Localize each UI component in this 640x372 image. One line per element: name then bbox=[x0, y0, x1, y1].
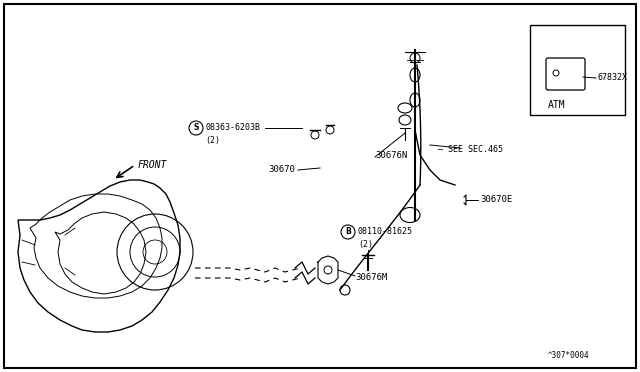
Text: ATM: ATM bbox=[548, 100, 566, 110]
Text: B: B bbox=[345, 228, 351, 237]
Text: 30670E: 30670E bbox=[480, 196, 512, 205]
Text: (2): (2) bbox=[358, 240, 373, 248]
Text: FRONT: FRONT bbox=[138, 160, 168, 170]
Text: 08110-81625: 08110-81625 bbox=[358, 228, 413, 237]
Text: 08363-6203B: 08363-6203B bbox=[205, 124, 260, 132]
Text: ^307*0004: ^307*0004 bbox=[548, 350, 589, 359]
Text: 67832X: 67832X bbox=[597, 74, 627, 83]
Bar bbox=[530, 25, 625, 115]
Text: — SEE SEC.465: — SEE SEC.465 bbox=[438, 145, 503, 154]
Text: (2): (2) bbox=[205, 135, 220, 144]
Text: 30676N: 30676N bbox=[375, 151, 407, 160]
Text: 30676M: 30676M bbox=[355, 273, 387, 282]
Text: 30670: 30670 bbox=[268, 166, 295, 174]
Text: S: S bbox=[193, 124, 198, 132]
